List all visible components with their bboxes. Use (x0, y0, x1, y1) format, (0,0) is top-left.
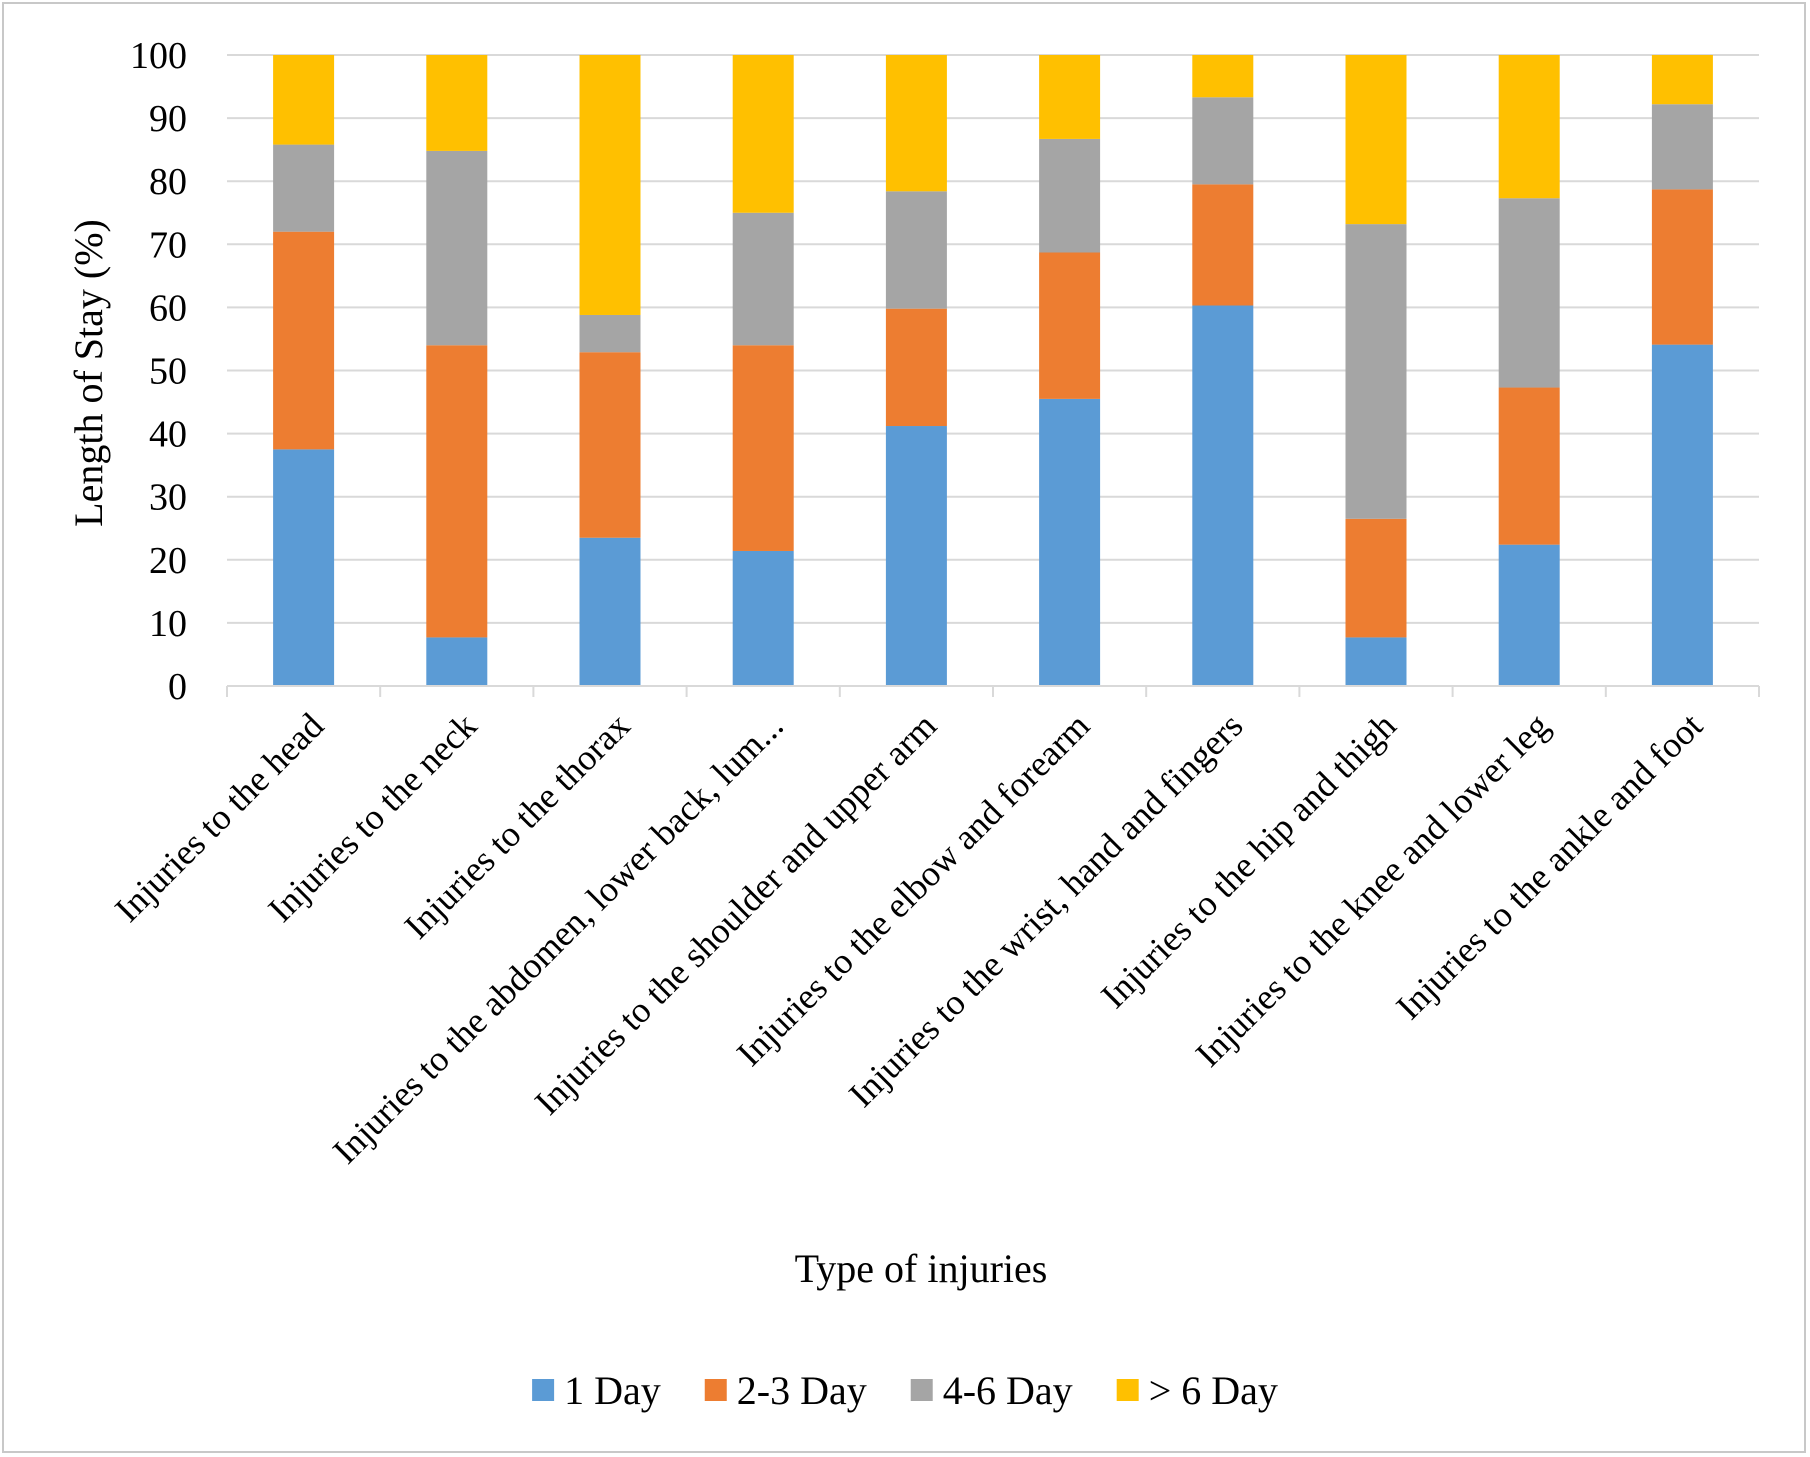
legend-label: 4-6 Day (943, 1368, 1073, 1413)
y-tick-label: 10 (149, 603, 187, 645)
legend-swatch (1116, 1379, 1139, 1401)
bar-segment (1498, 198, 1560, 388)
y-tick-label: 40 (149, 414, 187, 456)
axes (226, 685, 1760, 697)
bar-segment (426, 637, 488, 686)
legend-label: 1 Day (564, 1368, 661, 1413)
bar-segment (273, 231, 335, 450)
bar-segment (732, 55, 794, 213)
bar-segment (579, 537, 641, 686)
bar-segment (732, 550, 794, 686)
bar-segment (1498, 387, 1560, 545)
bar-segment (1498, 544, 1560, 686)
y-tick-label: 30 (149, 477, 187, 519)
bar-segment (1039, 252, 1101, 399)
legend-swatch (704, 1379, 727, 1401)
x-category-label: Injuries to the ankle and foot (1388, 705, 1710, 1027)
bar-segment (1039, 138, 1101, 253)
bar-segment (1651, 189, 1713, 345)
bar-segment (1192, 97, 1254, 185)
bar-segment (1651, 344, 1713, 686)
y-axis-title: Length of Stay (%) (66, 219, 111, 527)
bar-segment (1192, 305, 1254, 686)
y-tick-label: 0 (168, 666, 187, 708)
bar-segment (1345, 637, 1407, 686)
bar-segment (1192, 184, 1254, 306)
y-tick-label: 80 (149, 161, 187, 203)
legend-label: > 6 Day (1149, 1368, 1278, 1413)
y-tick-label: 70 (149, 224, 187, 266)
bar-segment (885, 308, 947, 427)
y-tick-label: 60 (149, 287, 187, 329)
bar-segment (426, 345, 488, 638)
x-axis-title: Type of injuries (795, 1246, 1048, 1291)
y-tick-label: 90 (149, 98, 187, 140)
bar-segment (1345, 224, 1407, 519)
bar-segment (579, 55, 641, 315)
bar-segment (885, 191, 947, 309)
bar-segment (426, 150, 488, 346)
bar-segment (1651, 104, 1713, 190)
bar-segment (1345, 518, 1407, 638)
bar-segment (426, 55, 488, 151)
bar-segment (1192, 55, 1254, 98)
legend-label: 2-3 Day (737, 1368, 867, 1413)
bar-segment (1498, 55, 1560, 199)
bar-segment (1039, 398, 1101, 686)
bar-segment (1039, 55, 1101, 139)
y-tick-label: 20 (149, 540, 187, 582)
bar-segment (273, 144, 335, 232)
legend: 1 Day 2-3 Day 4-6 Day > 6 Day (532, 1368, 1278, 1413)
bar-segment (732, 345, 794, 551)
bar-segment (885, 426, 947, 686)
bar-segment (579, 314, 641, 353)
bar-segment (579, 352, 641, 538)
legend-swatch (532, 1379, 555, 1401)
bar-segment (732, 212, 794, 346)
bar-segment (273, 449, 335, 686)
bar-segment (1345, 55, 1407, 225)
bars (273, 55, 1713, 686)
bar-segment (273, 55, 335, 145)
y-tick-label: 100 (130, 35, 187, 77)
legend-swatch (910, 1379, 933, 1401)
x-category-label: Injuries to the hip and thigh (1093, 705, 1403, 1015)
bar-segment (885, 55, 947, 192)
bar-segment (1651, 55, 1713, 105)
y-tick-label: 50 (149, 351, 187, 393)
